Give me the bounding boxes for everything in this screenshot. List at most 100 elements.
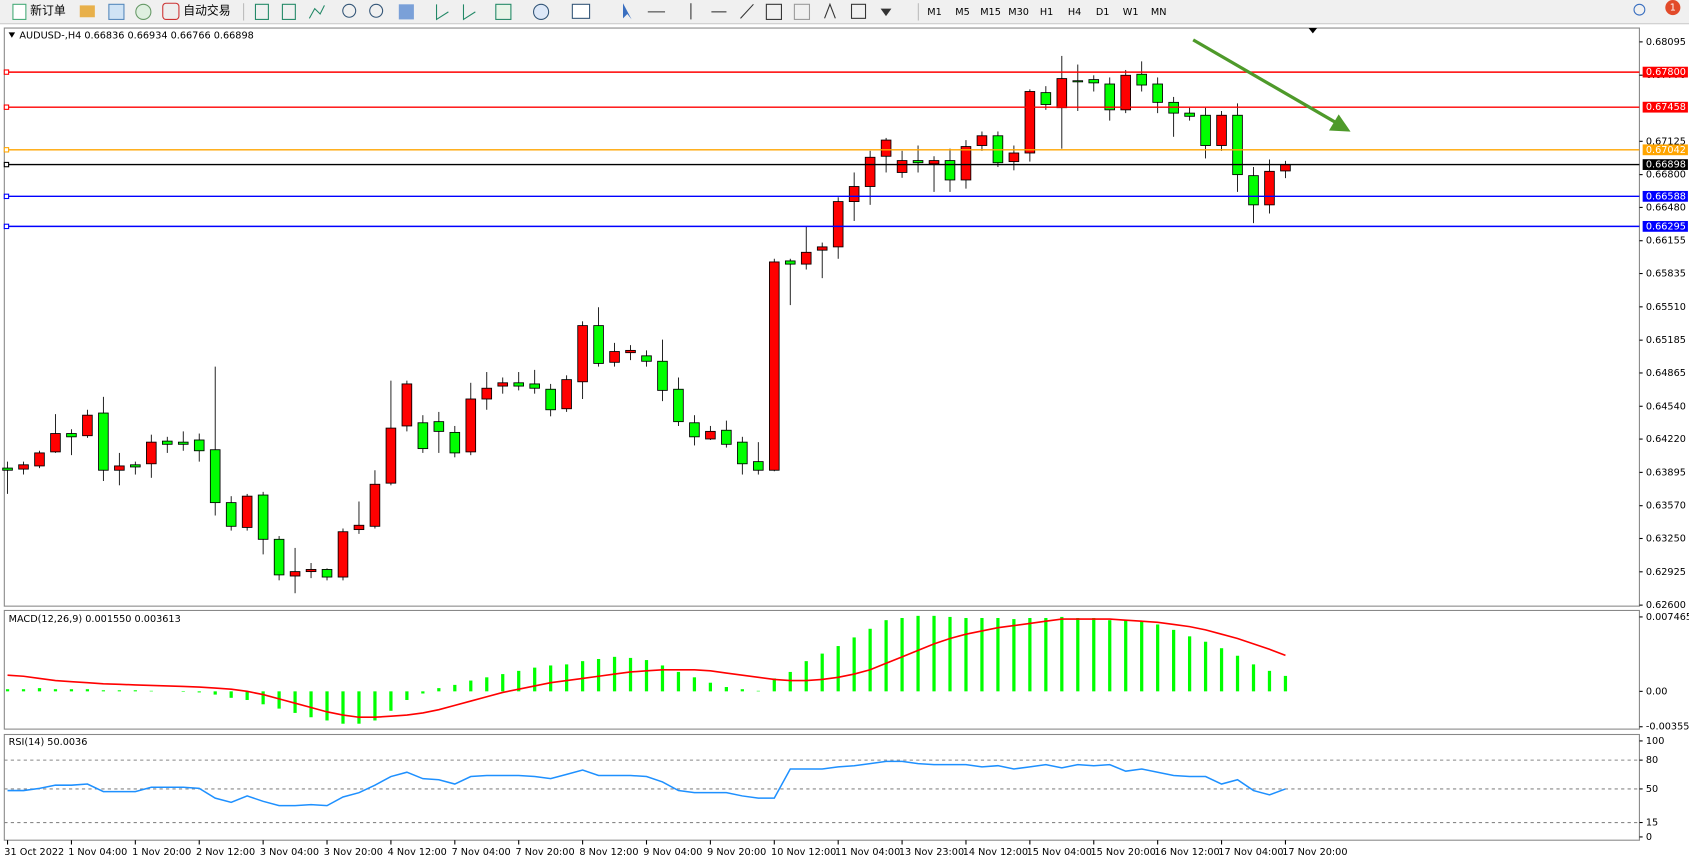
candle-body: [98, 412, 109, 471]
macd-bar: [1251, 664, 1256, 692]
tile-icon[interactable]: [398, 4, 414, 20]
y-tick-label: 0.66480: [1646, 202, 1686, 213]
candle-body: [1248, 175, 1259, 206]
macd-signal: [7, 618, 1286, 719]
macd-bar: [85, 689, 90, 692]
candle-body: [114, 465, 125, 471]
timeframe-button[interactable]: MN: [1151, 7, 1167, 18]
candle-body: [130, 464, 141, 468]
timeframe-button[interactable]: M1: [927, 7, 942, 18]
macd-bar: [1267, 670, 1272, 692]
candle-body: [641, 355, 652, 362]
candle-body: [784, 260, 796, 265]
macd-bar: [1044, 617, 1048, 692]
macd-bar: [900, 617, 904, 692]
macd-bar: [1203, 641, 1208, 692]
macd-bar: [788, 671, 792, 692]
auto-trading-button[interactable]: 自动交易: [183, 3, 230, 17]
macd-bar: [1283, 675, 1288, 692]
arrow-head: [1328, 114, 1351, 132]
templates-icon[interactable]: [571, 3, 591, 19]
macd-bar: [421, 691, 425, 694]
navigator-icon[interactable]: [108, 3, 125, 20]
text-icon[interactable]: [824, 2, 836, 19]
arrow-shaft: [1192, 38, 1338, 125]
search-icon[interactable]: [1633, 3, 1646, 16]
autoscroll-icon[interactable]: [435, 4, 449, 21]
symbol-marker: [8, 32, 16, 38]
macd-bar: [293, 691, 297, 713]
macd-bar: [5, 689, 10, 692]
indicators-icon[interactable]: [495, 3, 512, 20]
new-order-button[interactable]: 新订单: [30, 3, 66, 17]
candle-body: [289, 571, 301, 577]
signals-icon[interactable]: [135, 3, 152, 20]
fibo-fan-icon[interactable]: [793, 3, 811, 20]
zoom-in-icon[interactable]: [342, 3, 357, 18]
fibo-icon[interactable]: [765, 3, 782, 20]
market-watch-icon[interactable]: [79, 5, 95, 18]
candle-body: [417, 422, 429, 450]
candle-body: [513, 382, 524, 387]
shapes-icon[interactable]: [880, 8, 892, 17]
zoom-out-icon[interactable]: [369, 3, 384, 18]
notification-badge[interactable]: [1665, 0, 1681, 16]
y-tick-label: 0.63895: [1646, 467, 1686, 478]
trend-arrow: [1192, 38, 1351, 132]
candle-body: [928, 160, 940, 165]
macd-bar: [980, 617, 984, 692]
macd-bar: [1092, 617, 1096, 692]
candle-chart-icon[interactable]: [281, 3, 296, 20]
candle-body: [1120, 74, 1131, 111]
macd-bar: [580, 661, 585, 692]
macd-bar: [485, 677, 489, 692]
x-tick-label: 7 Nov 20:00: [515, 847, 574, 858]
timeframe-button[interactable]: M5: [955, 7, 970, 18]
level-label-box: [1642, 101, 1688, 113]
timeframe-button[interactable]: M30: [1008, 7, 1029, 18]
x-tick-label: 8 Nov 12:00: [579, 847, 638, 858]
macd-bar: [836, 646, 840, 692]
notification-count[interactable]: 1: [1670, 3, 1676, 14]
x-tick-label: 9 Nov 04:00: [643, 847, 702, 858]
candle-body: [82, 414, 93, 437]
new-order-icon[interactable]: [12, 3, 27, 20]
level-label: 0.67800: [1646, 67, 1686, 78]
candle-body: [1216, 114, 1227, 146]
chart-shift-icon[interactable]: [462, 4, 476, 21]
timeframe-button[interactable]: M15: [980, 7, 1001, 18]
auto-trading-icon[interactable]: [162, 2, 180, 20]
timeframe-button[interactable]: H1: [1040, 7, 1053, 18]
macd-bar: [884, 620, 888, 692]
candle-body: [225, 502, 237, 527]
bar-chart-icon[interactable]: [254, 3, 269, 20]
x-tick-label: 17 Nov 04:00: [1218, 847, 1283, 858]
candle-body: [689, 422, 700, 438]
line-chart-icon[interactable]: [308, 5, 325, 19]
timeframe-button[interactable]: W1: [1123, 7, 1139, 18]
candle-body: [848, 186, 860, 203]
label-icon[interactable]: [850, 3, 867, 19]
toolbar: [0, 0, 1689, 24]
candle-body: [177, 441, 189, 445]
macd-bar: [932, 615, 936, 692]
x-tick-label: 31 Oct 2022: [4, 847, 64, 858]
y-tick-label: 0.66155: [1646, 236, 1686, 247]
candle-body: [193, 439, 205, 452]
candle-body: [369, 483, 381, 527]
macd-bar: [533, 667, 537, 692]
x-tick-label: 15 Nov 04:00: [1027, 847, 1092, 858]
timeframe-button[interactable]: H4: [1068, 7, 1081, 18]
macd-bar: [1012, 619, 1016, 692]
periods-icon[interactable]: [532, 3, 550, 20]
trendline-icon[interactable]: [740, 3, 754, 19]
cursor-icon[interactable]: [623, 3, 632, 20]
candle-body: [609, 351, 620, 363]
x-tick-label: 14 Nov 12:00: [963, 847, 1028, 858]
macd-bar: [213, 691, 217, 695]
level-label-box: [1642, 190, 1688, 202]
y-tick-label: 0.67125: [1646, 136, 1686, 147]
timeframe-button[interactable]: D1: [1096, 7, 1110, 18]
